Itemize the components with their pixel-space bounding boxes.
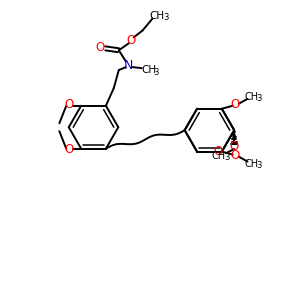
Text: 3: 3 [257,94,262,103]
Text: 3: 3 [225,153,230,162]
Text: CH: CH [141,65,156,75]
Text: N: N [124,58,134,72]
Text: CH: CH [244,92,259,102]
Text: CH: CH [211,151,225,161]
Text: O: O [64,143,74,156]
Text: O: O [64,98,74,111]
Text: O: O [213,145,223,158]
Text: O: O [126,34,135,47]
Text: O: O [230,98,239,111]
Text: O: O [230,149,239,162]
Text: O: O [95,41,105,54]
Text: CH: CH [150,11,165,21]
Text: 3: 3 [164,13,169,22]
Text: CH: CH [244,158,259,169]
Text: 3: 3 [154,68,159,76]
Text: O: O [230,140,239,152]
Text: 3: 3 [257,161,262,170]
